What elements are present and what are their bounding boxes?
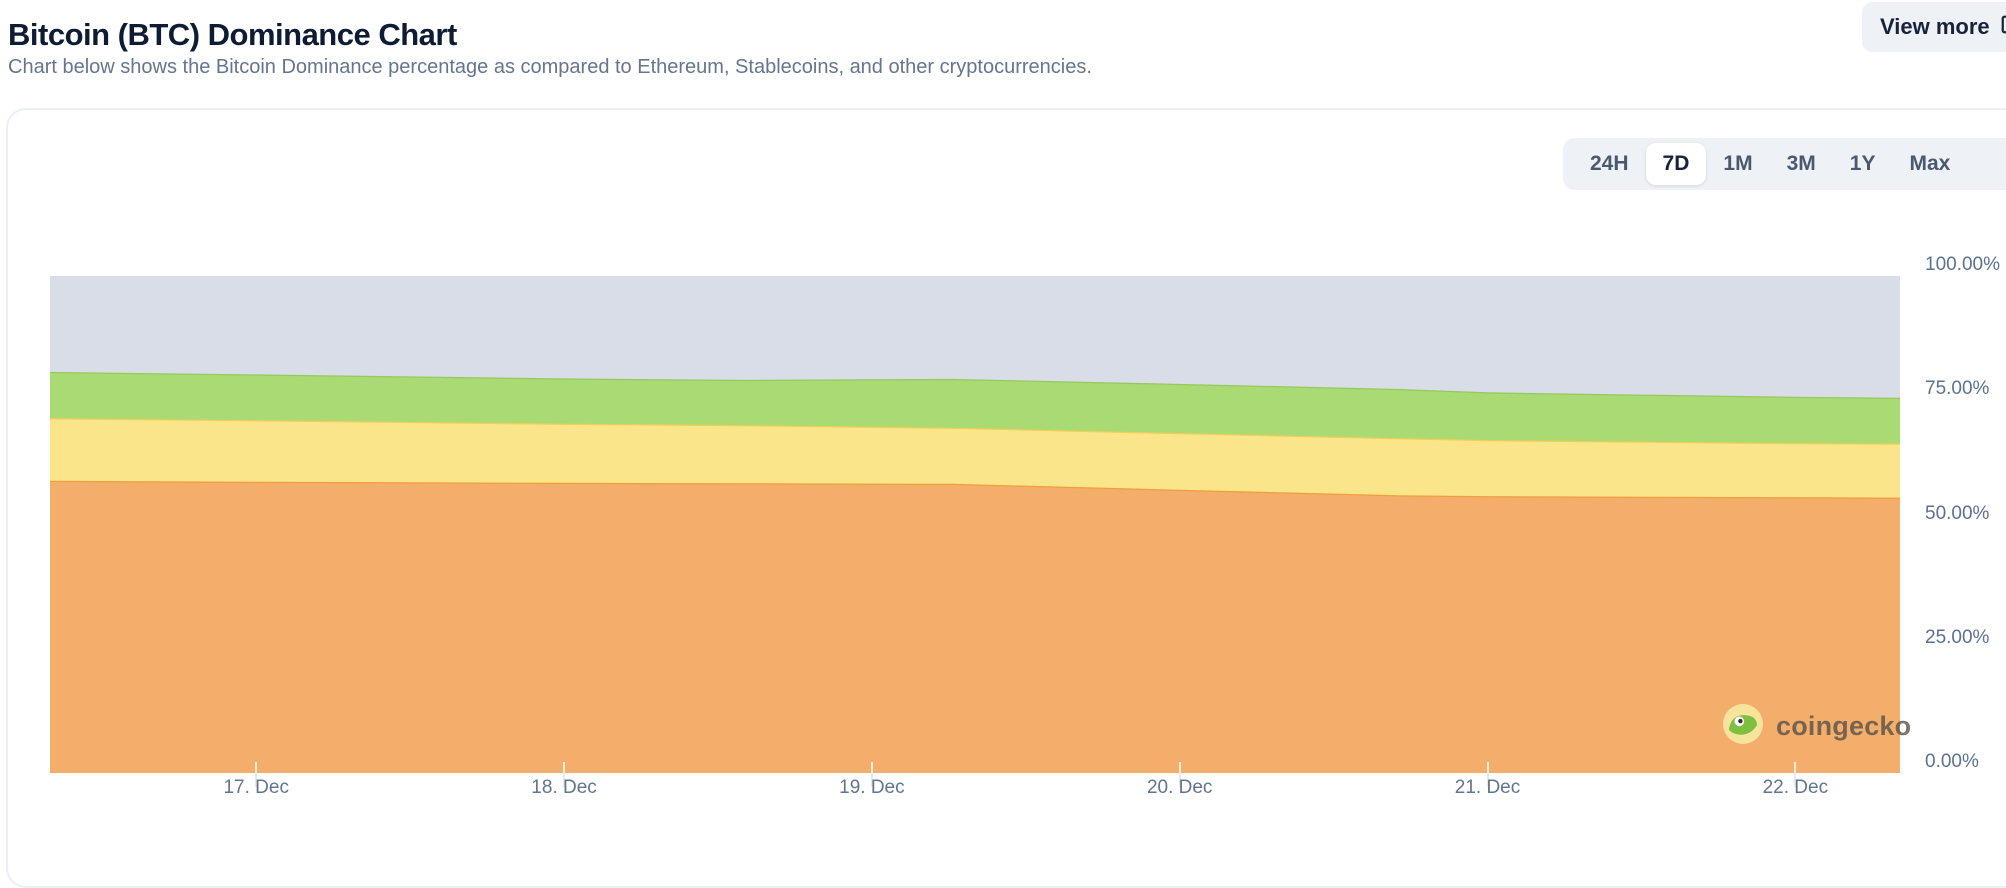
time-range-selector: 24H 7D 1M 3M 1Y Max	[1563, 138, 2006, 190]
x-axis-label: 20. Dec	[1146, 777, 1213, 798]
x-axis-tick	[870, 762, 873, 787]
range-button-1m[interactable]: 1M	[1706, 143, 1769, 185]
x-axis-tick	[563, 762, 566, 787]
page-subtitle: Chart below shows the Bitcoin Dominance …	[8, 56, 1092, 78]
x-axis-tick	[1178, 762, 1181, 787]
y-axis-label: 100.00%	[1925, 254, 2001, 275]
x-axis-label: 19. Dec	[839, 777, 905, 798]
view-more-button[interactable]: View more	[1862, 2, 2006, 52]
boundary-line-green-band	[50, 370, 1900, 400]
external-link-icon	[2000, 13, 2006, 41]
area-band-bitcoin-dominance	[50, 480, 1900, 773]
x-axis-label: 18. Dec	[531, 777, 597, 798]
x-axis-tick	[1794, 762, 1797, 787]
range-button-max[interactable]: Max	[1892, 143, 1967, 185]
x-axis-label: 21. Dec	[1454, 777, 1521, 798]
x-axis-tick	[1486, 762, 1489, 787]
range-button-7d[interactable]: 7D	[1645, 143, 1707, 185]
range-button-3m[interactable]: 3M	[1770, 143, 1833, 185]
range-button-24h[interactable]: 24H	[1573, 143, 1646, 185]
boundary-line-bitcoin-dominance	[50, 479, 1900, 499]
boundary-line-yellow-band	[50, 416, 1900, 445]
x-axis-label: 17. Dec	[223, 777, 289, 798]
area-band-gray-band-others	[50, 276, 1900, 398]
y-axis-label: 75.00%	[1925, 378, 1990, 400]
area-band-yellow-band	[50, 418, 1900, 498]
range-button-1y[interactable]: 1Y	[1833, 143, 1893, 185]
area-band-green-band	[50, 371, 1900, 444]
view-more-label: View more	[1880, 14, 1990, 39]
page-title: Bitcoin (BTC) Dominance Chart	[8, 16, 457, 52]
x-axis-tick	[255, 762, 258, 787]
x-axis-label: 22. Dec	[1762, 777, 1829, 798]
y-axis-label: 25.00%	[1925, 626, 1990, 648]
dominance-stacked-area-chart[interactable]	[50, 276, 1900, 773]
y-axis-label: 50.00%	[1925, 502, 1990, 524]
y-axis-label: 0.00%	[1925, 751, 1979, 772]
